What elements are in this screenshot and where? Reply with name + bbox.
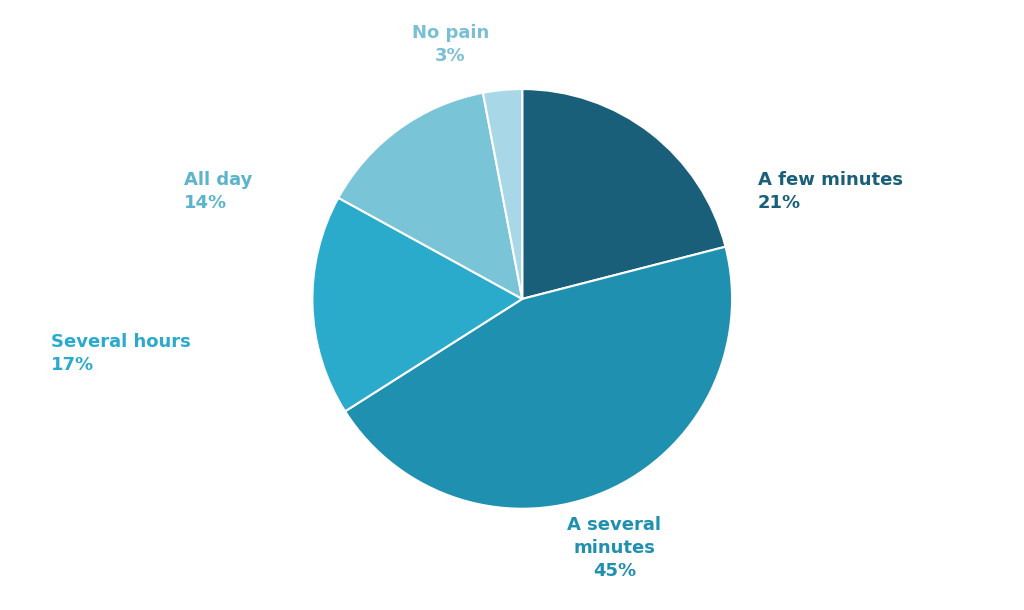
Wedge shape	[338, 93, 522, 299]
Wedge shape	[345, 246, 732, 509]
Text: A few minutes
21%: A few minutes 21%	[758, 171, 903, 212]
Text: All day
14%: All day 14%	[184, 171, 253, 212]
Wedge shape	[522, 89, 725, 299]
Text: Several hours
17%: Several hours 17%	[51, 333, 190, 375]
Wedge shape	[483, 89, 522, 299]
Text: No pain
3%: No pain 3%	[412, 24, 489, 65]
Wedge shape	[312, 198, 522, 411]
Text: A several
minutes
45%: A several minutes 45%	[567, 515, 662, 579]
